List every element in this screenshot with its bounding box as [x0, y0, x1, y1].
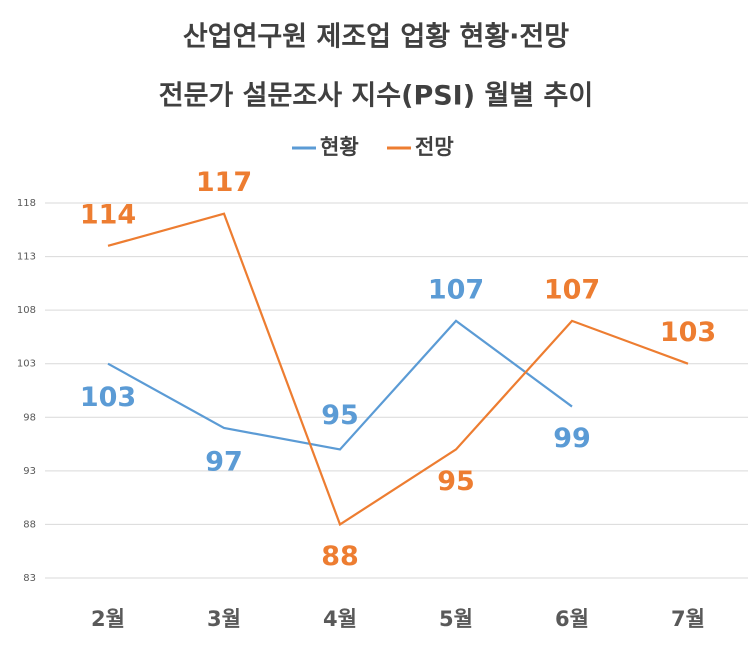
- data-label: 114: [80, 199, 136, 230]
- y-tick-label: 83: [23, 573, 36, 584]
- x-tick-label: 7월: [671, 607, 705, 631]
- data-label: 107: [544, 274, 600, 305]
- data-label: 88: [321, 541, 359, 572]
- data-label: 117: [196, 167, 252, 198]
- y-tick-label: 88: [23, 519, 36, 530]
- chart-title: 산업연구원 제조업 업황 현황·전망: [183, 22, 569, 53]
- x-tick-label: 5월: [439, 607, 473, 631]
- legend-label: 전망: [415, 135, 454, 159]
- y-tick-label: 98: [23, 412, 36, 423]
- data-label: 103: [80, 382, 136, 413]
- data-label: 107: [428, 274, 484, 305]
- chart-title: 전문가 설문조사 지수(PSI) 월별 추이: [159, 81, 593, 112]
- x-tick-label: 2월: [91, 607, 125, 631]
- x-tick-label: 6월: [555, 607, 589, 631]
- data-label: 99: [553, 423, 591, 454]
- data-label: 95: [437, 466, 475, 497]
- data-label: 95: [321, 400, 359, 431]
- y-tick-label: 93: [23, 466, 36, 477]
- x-tick-label: 4월: [323, 607, 357, 631]
- legend-label: 현황: [320, 135, 359, 159]
- data-label: 103: [660, 317, 716, 348]
- y-tick-label: 118: [17, 198, 36, 209]
- x-tick-label: 3월: [207, 607, 241, 631]
- series-line: [107, 319, 573, 451]
- y-tick-label: 108: [17, 305, 36, 316]
- y-tick-label: 103: [17, 359, 36, 370]
- series-line: [107, 212, 689, 527]
- data-label: 97: [205, 447, 243, 478]
- y-tick-label: 113: [17, 252, 36, 263]
